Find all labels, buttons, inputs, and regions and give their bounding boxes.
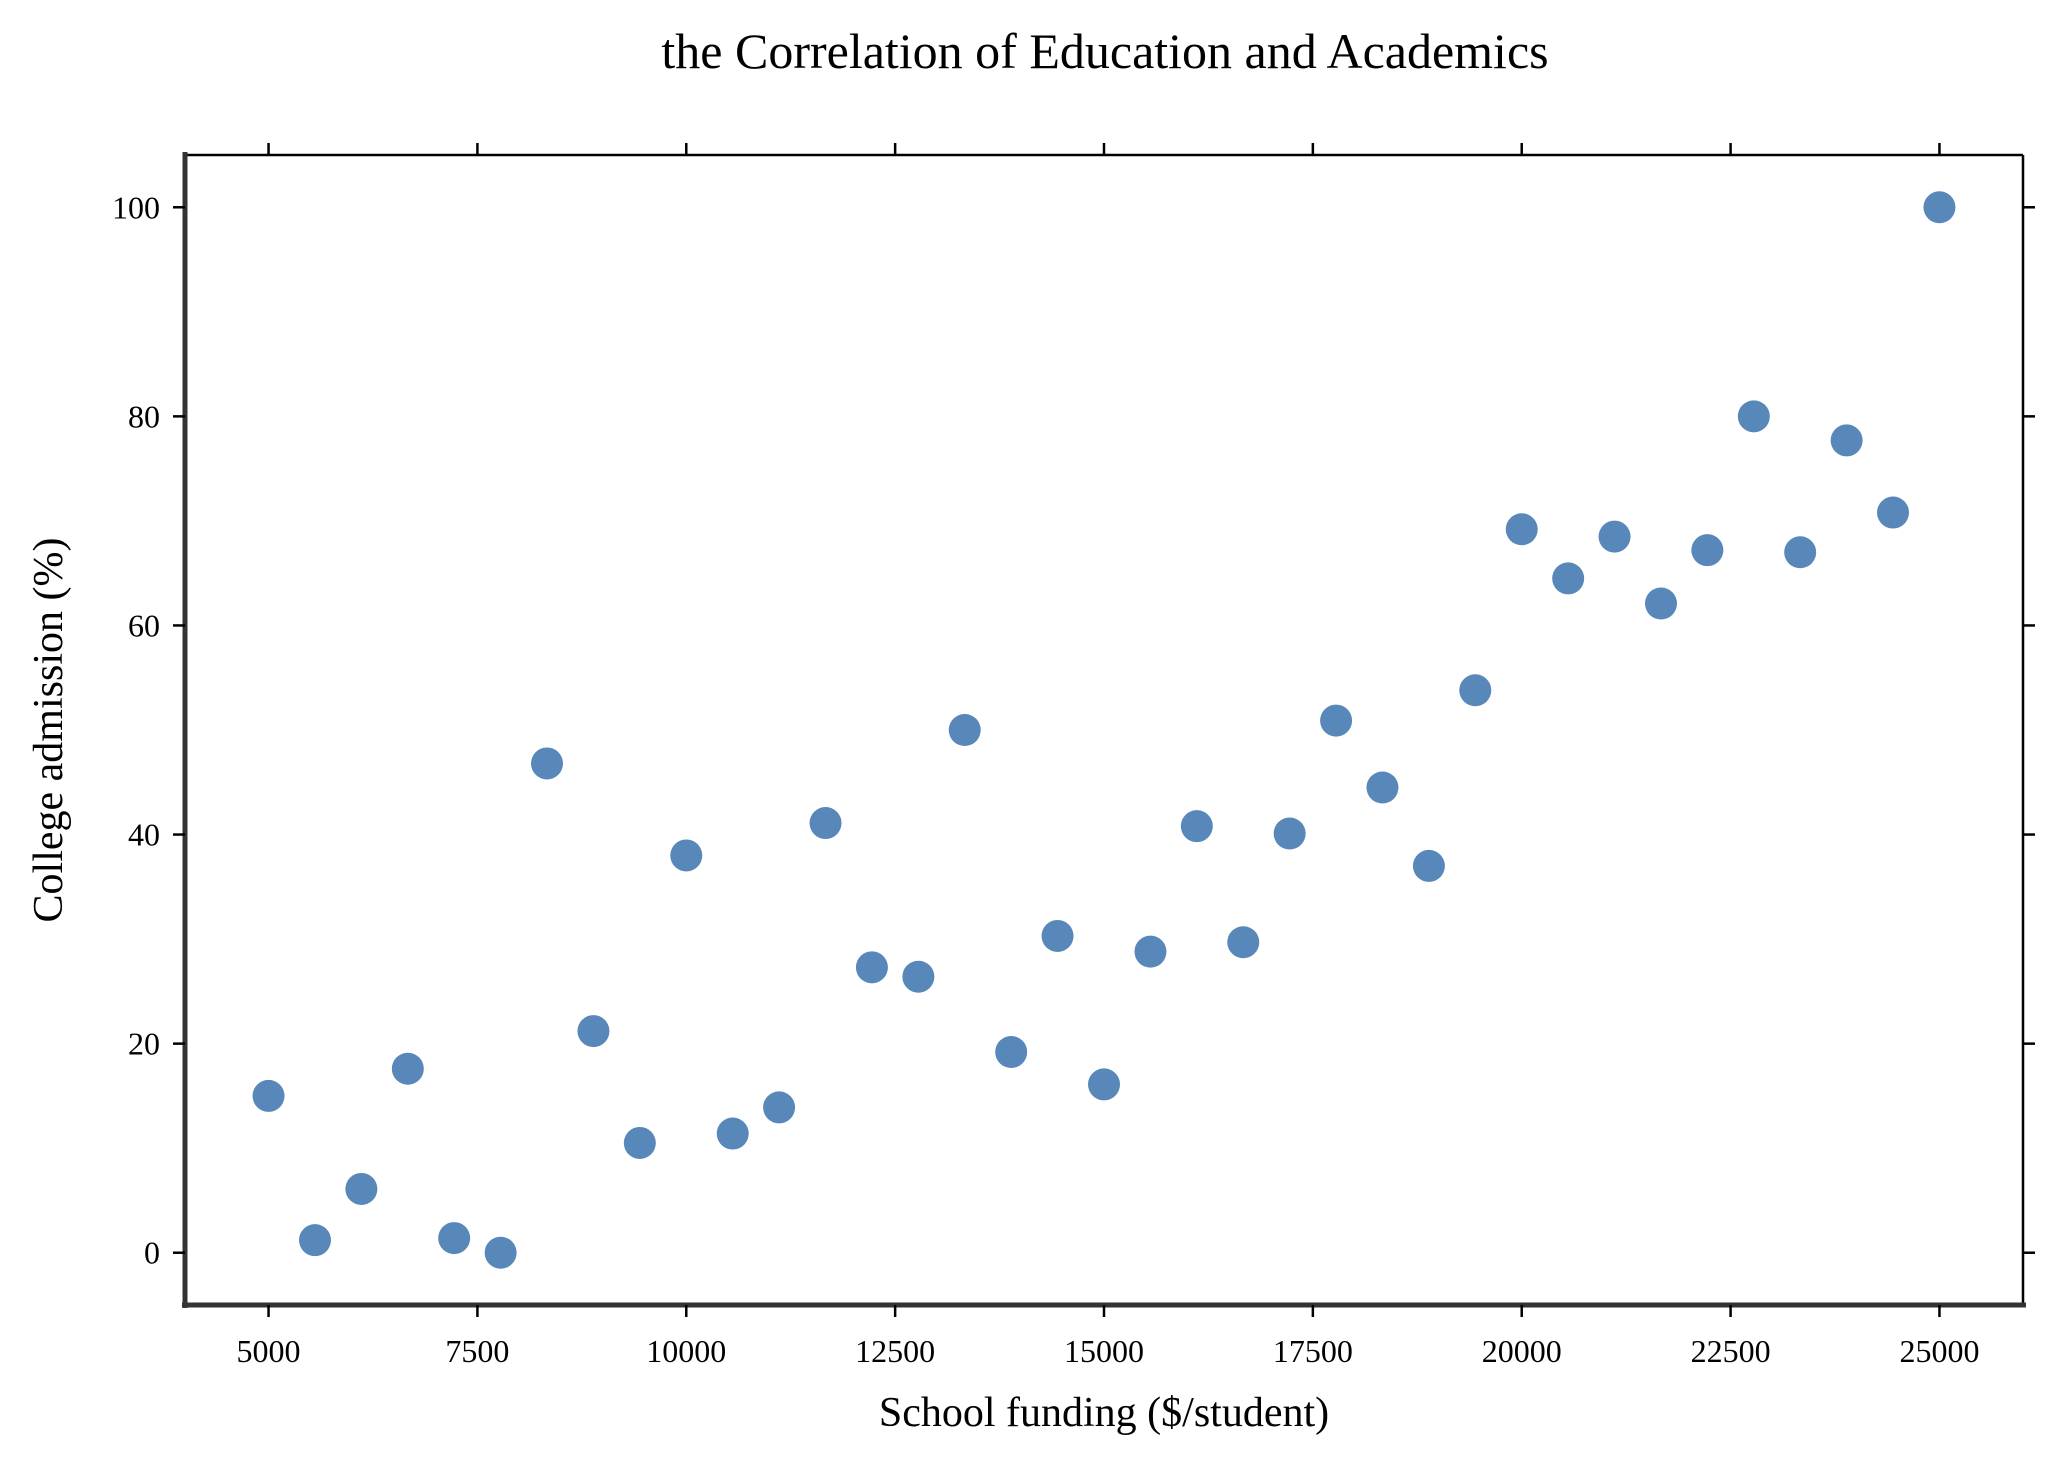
scatter-point <box>1366 771 1399 804</box>
scatter-point <box>1691 534 1724 567</box>
y-tick-label: 60 <box>128 607 160 643</box>
scatter-point <box>1552 562 1585 595</box>
scatter-point <box>948 714 981 746</box>
scatter-point <box>809 807 842 840</box>
x-tick-label: 5000 <box>237 1333 301 1369</box>
scatter-point <box>531 747 564 780</box>
y-tick-label: 40 <box>128 817 160 853</box>
x-axis-ticks: 5000 7500 10000 12500 15000 17500 20000 22500 25… <box>237 143 1979 1369</box>
y-tick-label: 100 <box>112 189 160 225</box>
x-tick-label: 10000 <box>646 1333 726 1369</box>
scatter-point <box>1877 496 1910 529</box>
scatter-point <box>1273 817 1306 850</box>
scatter-point <box>902 960 935 993</box>
scatter-point <box>1041 919 1074 952</box>
scatter-point <box>438 1222 471 1255</box>
scatter-point <box>1598 520 1631 553</box>
scatter-point <box>1180 810 1213 843</box>
scatter-point <box>716 1117 749 1150</box>
x-tick-label: 22500 <box>1691 1333 1771 1369</box>
scatter-point <box>1644 587 1677 620</box>
x-tick-label: 7500 <box>445 1333 509 1369</box>
scatter-point <box>1227 926 1260 959</box>
x-tick-label: 25000 <box>1899 1333 1979 1369</box>
chart-title: the Correlation of Education and Academi… <box>661 23 1548 79</box>
x-tick-label: 17500 <box>1273 1333 1353 1369</box>
scatter-point <box>1088 1068 1120 1101</box>
scatter-point <box>1830 424 1863 457</box>
scatter-point <box>1784 536 1817 569</box>
x-tick-label: 15000 <box>1064 1333 1144 1369</box>
y-tick-label: 80 <box>128 398 160 434</box>
x-axis-label: School funding ($/student) <box>879 1390 1329 1436</box>
scatter-points <box>252 191 1956 1269</box>
scatter-point <box>1320 704 1353 737</box>
y-axis-label: College admission (%) <box>26 538 72 923</box>
scatter-point <box>577 1015 610 1048</box>
scatter-point <box>623 1126 656 1159</box>
y-tick-label: 0 <box>144 1235 160 1271</box>
plot-frame <box>182 152 2026 1308</box>
scatter-point <box>995 1036 1028 1068</box>
scatter-point <box>252 1079 285 1112</box>
scatter-point <box>855 951 888 984</box>
scatter-point <box>1505 513 1538 546</box>
scatter-point <box>1412 849 1445 882</box>
scatter-point <box>345 1172 378 1205</box>
x-tick-label: 20000 <box>1482 1333 1562 1369</box>
scatter-point <box>484 1236 517 1269</box>
x-tick-label: 12500 <box>855 1333 935 1369</box>
y-axis-ticks: 0 20 40 60 80 100 <box>112 189 2035 1271</box>
scatter-point <box>763 1091 796 1124</box>
scatter-point <box>1459 674 1492 707</box>
scatter-point <box>391 1052 424 1085</box>
scatter-point <box>670 839 703 872</box>
scatter-point <box>1737 400 1770 433</box>
scatter-point <box>1134 935 1167 968</box>
scatter-point <box>1923 191 1956 224</box>
y-tick-label: 20 <box>128 1026 160 1062</box>
scatter-point <box>298 1224 331 1257</box>
